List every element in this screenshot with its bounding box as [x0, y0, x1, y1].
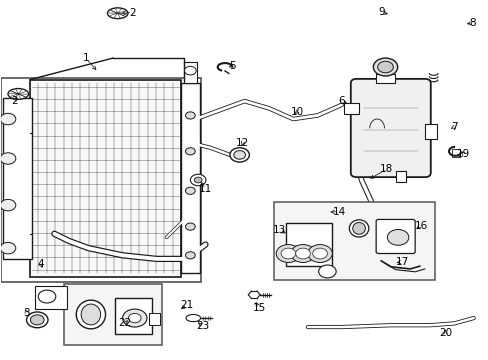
Circle shape — [0, 199, 16, 211]
Circle shape — [229, 148, 249, 162]
Text: 21: 21 — [180, 300, 193, 310]
Bar — [424, 125, 436, 139]
Bar — [451, 149, 459, 157]
Bar — [395, 171, 405, 182]
Bar — [3, 98, 32, 259]
Bar — [30, 80, 181, 277]
Text: 9: 9 — [378, 7, 385, 17]
Ellipse shape — [107, 8, 128, 19]
Text: 3: 3 — [23, 308, 30, 318]
Text: 1: 1 — [82, 53, 89, 63]
Bar — [115, 298, 152, 334]
Ellipse shape — [81, 304, 101, 325]
Circle shape — [307, 244, 331, 262]
Bar — [375, 74, 394, 83]
Circle shape — [290, 244, 315, 262]
FancyBboxPatch shape — [375, 220, 414, 253]
Text: 2: 2 — [11, 96, 18, 106]
Circle shape — [185, 187, 195, 194]
Text: 5: 5 — [228, 61, 235, 71]
Text: 22: 22 — [118, 319, 131, 328]
Ellipse shape — [8, 89, 28, 99]
Text: 17: 17 — [395, 257, 408, 267]
Circle shape — [185, 252, 195, 259]
Circle shape — [128, 314, 141, 323]
Bar — [35, 286, 66, 309]
Circle shape — [372, 58, 397, 76]
Circle shape — [386, 229, 408, 245]
FancyBboxPatch shape — [350, 79, 430, 177]
Bar — [183, 62, 197, 83]
Bar — [0, 78, 200, 282]
Bar — [285, 223, 331, 266]
Text: 10: 10 — [290, 107, 303, 117]
Text: 11: 11 — [199, 184, 212, 194]
Circle shape — [122, 309, 147, 327]
Bar — [64, 284, 161, 345]
Text: 15: 15 — [252, 303, 265, 314]
Circle shape — [295, 248, 310, 259]
Circle shape — [233, 150, 245, 159]
Text: 14: 14 — [332, 207, 345, 217]
Bar — [344, 103, 358, 114]
Circle shape — [0, 113, 16, 125]
Bar — [273, 202, 434, 280]
Circle shape — [38, 290, 56, 303]
Text: 20: 20 — [438, 328, 451, 338]
Circle shape — [185, 112, 195, 119]
Ellipse shape — [348, 220, 368, 237]
Text: 2: 2 — [129, 8, 135, 18]
Bar — [181, 83, 199, 273]
Circle shape — [184, 66, 196, 75]
Bar — [149, 313, 160, 325]
Circle shape — [194, 177, 202, 183]
Text: 8: 8 — [468, 18, 475, 28]
Ellipse shape — [352, 222, 365, 234]
Text: 16: 16 — [413, 221, 427, 230]
Circle shape — [276, 244, 300, 262]
Ellipse shape — [76, 300, 105, 329]
Text: 23: 23 — [196, 321, 209, 331]
Text: 4: 4 — [37, 259, 44, 269]
Circle shape — [318, 265, 335, 278]
Circle shape — [30, 315, 44, 325]
Circle shape — [312, 248, 327, 259]
Circle shape — [26, 312, 48, 328]
Circle shape — [0, 153, 16, 164]
Circle shape — [281, 248, 295, 259]
Circle shape — [185, 223, 195, 230]
Circle shape — [0, 242, 16, 254]
Ellipse shape — [185, 315, 200, 321]
Text: 7: 7 — [450, 122, 457, 132]
Circle shape — [190, 174, 205, 186]
Text: 12: 12 — [235, 138, 249, 148]
Circle shape — [377, 61, 392, 73]
Text: 18: 18 — [380, 164, 393, 174]
Circle shape — [185, 148, 195, 155]
Text: 13: 13 — [272, 225, 285, 235]
Text: 19: 19 — [456, 149, 469, 159]
Text: 6: 6 — [338, 96, 345, 106]
